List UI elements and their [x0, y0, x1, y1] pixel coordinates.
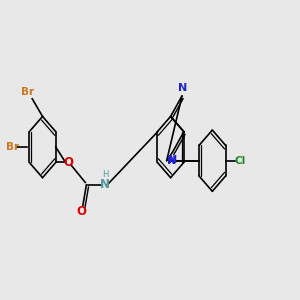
Text: N: N: [100, 178, 110, 191]
Text: Br: Br: [6, 142, 19, 152]
Text: N: N: [168, 155, 177, 166]
Text: Br: Br: [21, 87, 34, 97]
Text: Cl: Cl: [234, 156, 245, 166]
Text: O: O: [76, 205, 86, 218]
Text: N: N: [167, 156, 177, 166]
Text: H: H: [102, 169, 109, 178]
Text: O: O: [63, 156, 73, 169]
Text: N: N: [178, 83, 187, 93]
